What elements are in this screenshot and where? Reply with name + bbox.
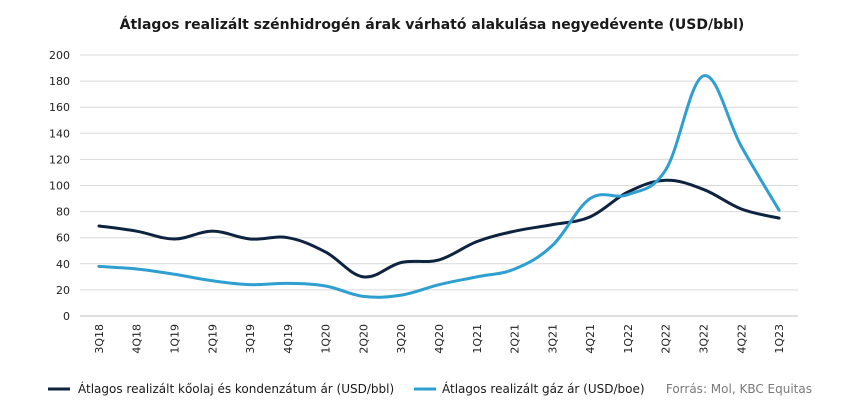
- x-tick-label: 3Q21: [546, 324, 559, 354]
- x-tick-label: 3Q22: [698, 324, 711, 354]
- x-tick-label: 4Q20: [433, 324, 446, 354]
- y-axis-ticks: 0 20 40 60 80 100 120 140 160 180 200: [49, 49, 70, 323]
- source-note: Forrás: Mol, KBC Equitas: [666, 382, 812, 396]
- chart-title: Átlagos realizált szénhidrogén árak várh…: [120, 16, 745, 33]
- x-tick-label: 4Q19: [282, 324, 295, 354]
- x-tick-label: 1Q23: [773, 324, 786, 354]
- x-tick-label: 2Q21: [509, 324, 522, 354]
- x-tick-label: 3Q19: [244, 324, 257, 354]
- y-tick-label: 160: [49, 101, 70, 114]
- y-tick-label: 180: [49, 75, 70, 88]
- y-tick-label: 140: [49, 127, 70, 140]
- legend-label-gas: Átlagos realizált gáz ár (USD/boe): [442, 381, 645, 396]
- x-tick-label: 1Q21: [471, 324, 484, 354]
- legend: Átlagos realizált kőolaj és kondenzátum …: [48, 381, 645, 396]
- x-tick-label: 1Q22: [622, 324, 635, 354]
- x-tick-label: 2Q20: [357, 324, 370, 354]
- y-tick-label: 200: [49, 49, 70, 62]
- y-tick-label: 120: [49, 153, 70, 166]
- x-tick-label: 4Q18: [131, 324, 144, 354]
- x-axis-ticks: 3Q18 4Q18 1Q19 2Q19 3Q19 4Q19 1Q20 2Q20 3Q20 4Q20…: [93, 324, 786, 354]
- x-tick-label: 4Q21: [584, 324, 597, 354]
- y-tick-label: 100: [49, 180, 70, 193]
- series-line-crude: [97, 178, 781, 279]
- y-tick-label: 0: [63, 310, 70, 323]
- gridlines: [80, 54, 798, 317]
- x-tick-label: 3Q18: [93, 324, 106, 354]
- x-tick-label: 3Q20: [395, 324, 408, 354]
- y-tick-label: 20: [56, 284, 70, 297]
- x-tick-label: 1Q20: [320, 324, 333, 354]
- x-tick-label: 1Q19: [168, 324, 181, 354]
- series-line-gas: [97, 74, 781, 299]
- y-tick-label: 40: [56, 258, 70, 271]
- y-tick-label: 60: [56, 232, 70, 245]
- x-tick-label: 2Q19: [206, 324, 219, 354]
- series-lines: [97, 74, 781, 299]
- legend-label-crude: Átlagos realizált kőolaj és kondenzátum …: [78, 381, 394, 396]
- x-tick-label: 2Q22: [660, 324, 673, 354]
- x-tick-label: 4Q22: [735, 324, 748, 354]
- y-tick-label: 80: [56, 206, 70, 219]
